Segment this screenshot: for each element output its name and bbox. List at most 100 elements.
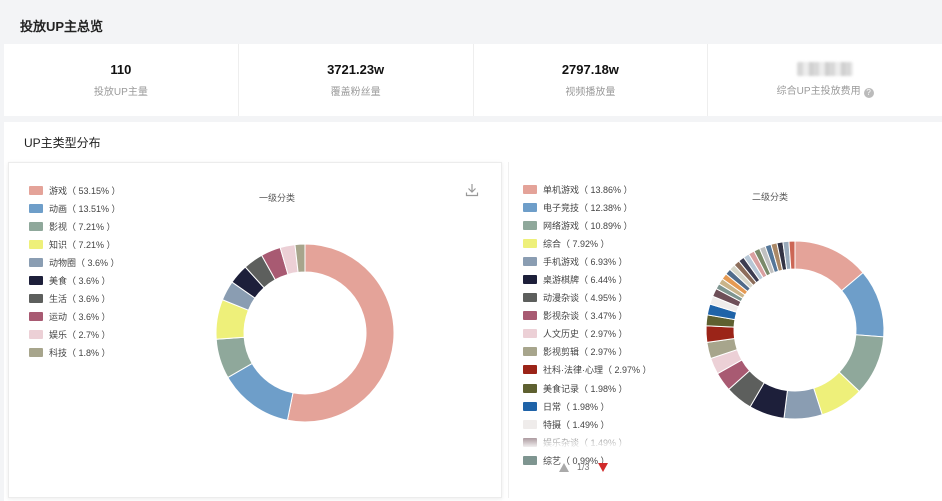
legend-item[interactable]: 生活（ 3.6% ） (29, 290, 121, 308)
page-title: 投放UP主总览 (20, 19, 104, 34)
legend-swatch (523, 347, 537, 357)
legend-item[interactable]: 美食记录（ 1.98% ） (523, 379, 652, 397)
stat-value: 3721.23w (327, 62, 385, 77)
legend-swatch (523, 220, 537, 230)
chart-legend: 游戏（ 53.15% ） 动画（ 13.51% ） 影视（ 7.21% ） 知识（ 7… (29, 181, 121, 362)
chart-title: 一级分类 (259, 193, 296, 203)
legend-label: 美食（ 3.6% ） (49, 276, 111, 287)
legend-item[interactable]: 手机游戏（ 6.93% ） (523, 252, 652, 270)
legend-label: 手机游戏（ 6.93% ） (543, 256, 628, 267)
legend-swatch (523, 383, 537, 393)
legend-swatch (29, 257, 43, 267)
donut-slice[interactable] (294, 243, 306, 273)
legend-swatch (523, 419, 537, 429)
legend-item[interactable]: 人文历史（ 2.97% ） (523, 325, 652, 343)
donut-slice[interactable] (286, 243, 395, 423)
legend-item[interactable]: 电子竞技（ 12.38% ） (523, 198, 652, 216)
legend-swatch (523, 256, 537, 266)
legend-item[interactable]: 日常（ 1.98% ） (523, 397, 652, 415)
legend-item[interactable]: 综艺（ 0.99% ） (523, 451, 652, 469)
stat-up-count: 110 投放UP主量 (4, 44, 239, 116)
stat-label: 视频播放量 (565, 87, 616, 98)
legend-item[interactable]: 影视杂谈（ 3.47% ） (523, 307, 652, 325)
legend-label: 游戏（ 53.15% ） (49, 185, 121, 196)
question-circle-icon[interactable]: ? (863, 88, 874, 98)
chart-title: 二级分类 (752, 192, 789, 202)
primary-category-donut-chart (215, 243, 395, 423)
blurred-value (797, 62, 854, 76)
legend-swatch (523, 329, 537, 339)
legend-swatch (523, 401, 537, 411)
legend-item[interactable]: 特摄（ 1.49% ） (523, 415, 652, 433)
legend-item[interactable]: 影视（ 7.21% ） (29, 217, 121, 235)
legend-label: 特摄（ 1.49% ） (543, 419, 610, 430)
legend-swatch (29, 348, 43, 358)
stat-label-text: 综合UP主投放费用 (776, 86, 861, 97)
stat-video-views: 2797.18w 视频播放量 (474, 44, 709, 116)
legend-item[interactable]: 动画（ 13.51% ） (29, 199, 121, 217)
legend-swatch (523, 238, 537, 248)
legend-swatch (523, 293, 537, 303)
legend-item[interactable]: 运动（ 3.6% ） (29, 308, 121, 326)
legend-label: 娱乐（ 2.7% ） (49, 330, 111, 341)
legend-swatch (29, 312, 43, 322)
legend-swatch (523, 202, 537, 212)
legend-swatch (29, 185, 43, 195)
legend-label: 动漫杂谈（ 4.95% ） (543, 293, 628, 304)
legend-item[interactable]: 网络游戏（ 10.89% ） (523, 216, 652, 234)
legend-label: 动物圈（ 3.6% ） (49, 257, 120, 268)
legend-label: 日常（ 1.98% ） (543, 401, 610, 412)
legend-swatch (523, 311, 537, 321)
stat-total-cost: 综合UP主投放费用? (708, 44, 942, 116)
legend-item[interactable]: 桌游棋牌（ 6.44% ） (523, 270, 652, 288)
donut-slice[interactable] (788, 240, 796, 270)
legend-swatch (29, 221, 43, 231)
legend-swatch (523, 184, 537, 194)
legend-fade-overlay (509, 430, 709, 452)
legend-swatch (29, 203, 43, 213)
legend-item[interactable]: 美食（ 3.6% ） (29, 271, 121, 289)
legend-swatch (523, 455, 537, 465)
download-icon[interactable] (465, 183, 479, 197)
legend-label: 桌游棋牌（ 6.44% ） (543, 275, 628, 286)
pager-up-icon[interactable] (559, 462, 569, 472)
stat-fans-coverage: 3721.23w 覆盖粉丝量 (239, 44, 474, 116)
stat-label: 投放UP主量 (93, 87, 148, 98)
legend-label: 电子竞技（ 12.38% ） (543, 202, 633, 213)
stat-label-with-help: 综合UP主投放费用? (777, 82, 874, 98)
legend-item[interactable]: 综合（ 7.92% ） (523, 234, 652, 252)
legend-label: 影视（ 7.21% ） (49, 221, 116, 232)
legend-item[interactable]: 动物圈（ 3.6% ） (29, 253, 121, 271)
pager-down-icon[interactable] (597, 462, 608, 472)
legend-label: 知识（ 7.21% ） (49, 239, 116, 250)
legend-swatch (523, 275, 537, 285)
legend-label: 影视剪辑（ 2.97% ） (543, 347, 628, 358)
legend-label: 运动（ 3.6% ） (49, 312, 111, 323)
legend-label: 人文历史（ 2.97% ） (543, 329, 628, 340)
legend-item[interactable]: 单机游戏（ 13.86% ） (523, 180, 652, 198)
secondary-category-chart-panel: 单机游戏（ 13.86% ） 电子竞技（ 12.38% ） 网络游戏（ 10.89%… (508, 162, 942, 498)
legend-label: 动画（ 13.51% ） (49, 203, 121, 214)
secondary-category-donut-chart (705, 240, 885, 420)
legend-label: 网络游戏（ 10.89% ） (543, 220, 633, 231)
legend-label: 社科·法律·心理（ 2.97% ） (543, 365, 652, 376)
legend-item[interactable]: 科技（ 1.8% ） (29, 344, 121, 362)
chart-legend: 单机游戏（ 13.86% ） 电子竞技（ 12.38% ） 网络游戏（ 10.89%… (523, 180, 652, 470)
primary-category-chart-panel: 游戏（ 53.15% ） 动画（ 13.51% ） 影视（ 7.21% ） 知识（ 7… (8, 162, 502, 498)
legend-swatch (29, 330, 43, 340)
legend-label: 科技（ 1.8% ） (49, 348, 111, 359)
legend-item[interactable]: 娱乐（ 2.7% ） (29, 326, 121, 344)
legend-label: 美食记录（ 1.98% ） (543, 383, 628, 394)
legend-item[interactable]: 动漫杂谈（ 4.95% ） (523, 289, 652, 307)
legend-item[interactable]: 影视剪辑（ 2.97% ） (523, 343, 652, 361)
stat-label: 覆盖粉丝量 (330, 87, 381, 98)
legend-item[interactable]: 游戏（ 53.15% ） (29, 181, 121, 199)
legend-label: 影视杂谈（ 3.47% ） (543, 311, 628, 322)
legend-item[interactable]: 知识（ 7.21% ） (29, 235, 121, 253)
legend-pager: 1/3 (559, 462, 608, 472)
stat-value: 110 (110, 62, 132, 77)
legend-swatch (29, 294, 43, 304)
legend-item[interactable]: 社科·法律·心理（ 2.97% ） (523, 361, 652, 379)
section-title: UP主类型分布 (24, 136, 101, 150)
stat-value: 2797.18w (561, 62, 619, 77)
